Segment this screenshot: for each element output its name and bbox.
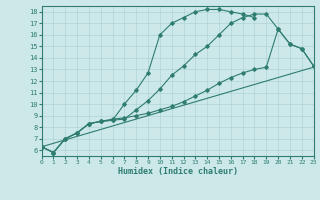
X-axis label: Humidex (Indice chaleur): Humidex (Indice chaleur) bbox=[118, 167, 237, 176]
